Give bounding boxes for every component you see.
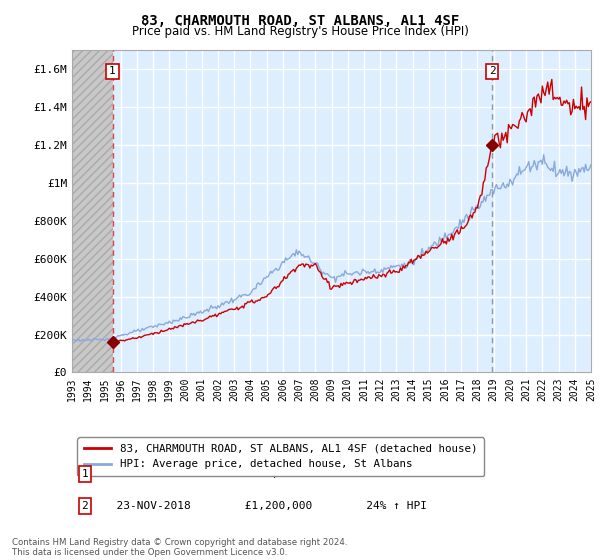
Bar <box>72 50 113 372</box>
Text: Contains HM Land Registry data © Crown copyright and database right 2024.
This d: Contains HM Land Registry data © Crown c… <box>12 538 347 557</box>
Legend: 83, CHARMOUTH ROAD, ST ALBANS, AL1 4SF (detached house), HPI: Average price, det: 83, CHARMOUTH ROAD, ST ALBANS, AL1 4SF (… <box>77 437 484 476</box>
Text: 2: 2 <box>488 66 496 76</box>
Text: 1: 1 <box>109 66 116 76</box>
Text: Price paid vs. HM Land Registry's House Price Index (HPI): Price paid vs. HM Land Registry's House … <box>131 25 469 38</box>
Text: 83, CHARMOUTH ROAD, ST ALBANS, AL1 4SF: 83, CHARMOUTH ROAD, ST ALBANS, AL1 4SF <box>141 14 459 28</box>
Text: 03-JUL-1995        £159,000        8% ↓ HPI: 03-JUL-1995 £159,000 8% ↓ HPI <box>103 469 407 479</box>
Text: 1: 1 <box>82 469 88 479</box>
Text: 23-NOV-2018        £1,200,000        24% ↑ HPI: 23-NOV-2018 £1,200,000 24% ↑ HPI <box>103 501 427 511</box>
Text: 2: 2 <box>82 501 88 511</box>
